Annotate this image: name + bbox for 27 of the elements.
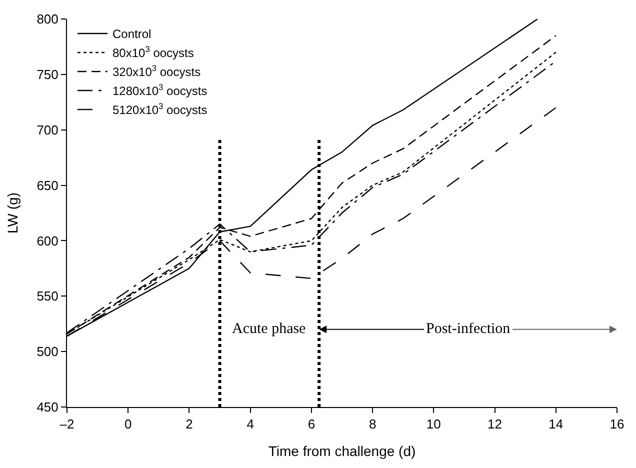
y-tick-label: 800	[36, 12, 58, 27]
y-tick-label: 700	[36, 122, 58, 138]
legend-label: 5120x10$^{3}$ oocysts	[112, 101, 208, 118]
x-tick-label: 12	[488, 416, 502, 432]
legend-label: 320x10$^{3}$ oocysts	[112, 63, 201, 80]
x-tick-label: 10	[426, 416, 441, 432]
legend-label: Control	[112, 27, 152, 42]
y-tick-label: 600	[36, 233, 58, 248]
y-axis-title: LW (g)	[4, 192, 20, 234]
x-tick-label: 0	[124, 416, 132, 432]
x-tick-label: 16	[610, 416, 624, 432]
annotation: Post-infection	[426, 321, 511, 337]
y-tick-label: 550	[36, 288, 58, 304]
x-tick-label: 4	[246, 416, 254, 432]
y-tick-label: 750	[36, 66, 58, 82]
x-axis-title: Time from challenge (d)	[268, 442, 416, 459]
y-tick-label: 500	[36, 344, 58, 360]
annotation: Acute phase	[232, 321, 306, 337]
x-tick-label: 14	[548, 416, 564, 432]
y-tick-label: 650	[36, 178, 58, 193]
x-tick-label: 2	[186, 416, 193, 432]
x-tick-label: 6	[308, 416, 316, 432]
x-tick-label: –2	[60, 416, 74, 432]
legend-label: 1280x10$^{3}$ oocysts	[112, 82, 208, 98]
y-tick-label: 450	[36, 400, 58, 415]
legend-label: 80x10$^{3}$ oocysts	[112, 44, 194, 60]
x-tick-label: 8	[368, 416, 376, 432]
